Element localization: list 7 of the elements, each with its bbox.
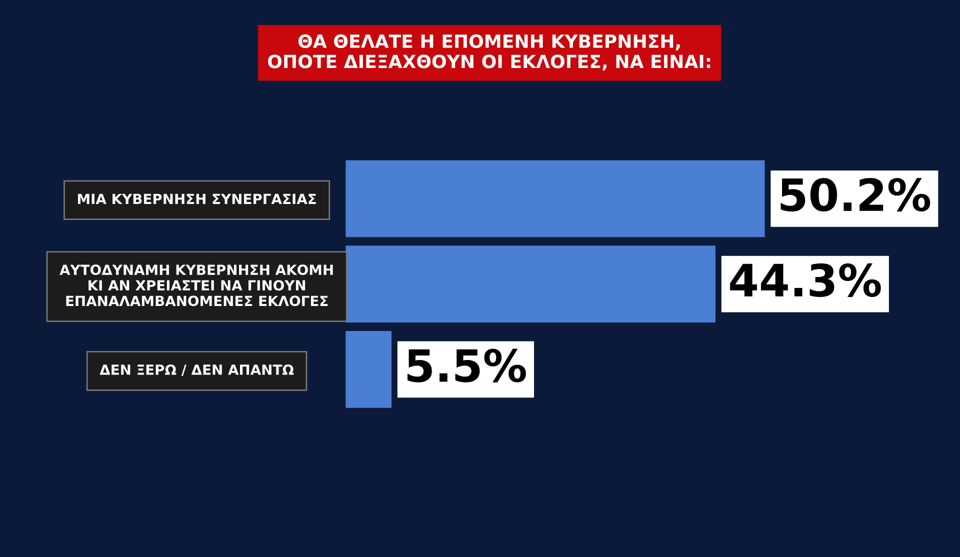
chart-title: ΘΑ ΘΕΛΑΤΕ Η ΕΠΟΜΕΝΗ ΚΥΒΕΡΝΗΣΗ, ΟΠΟΤΕ ΔΙΕΞΑΧΘΟΥΝ ΟΙ ΕΚΛΟΓΕΣ, ΝΑ ΕΙΝΑΙ: — [268, 34, 710, 71]
data-label: 50.2% — [780, 178, 930, 212]
y-tick-label: ΑΥΤΟΔΥΝΑΜΗ ΚΥΒΕΡΝΗΣΗ ΑΚΟΜΗ ΚΙ ΑΝ ΧΡΕΙΑΣΤΕΙ ΝΑ ΓΙΝΟΥΝ ΕΠΑΝΑΛΑΜΒΑΝΟΜΕΝΕΣ ΕΚΛΟΓΕΣ — [60, 264, 333, 306]
data-label: 5.5% — [408, 348, 526, 382]
data-label: 44.3% — [730, 263, 881, 297]
y-tick-label: ΜΙΑ ΚΥΒΕΡΝΗΣΗ ΣΥΝΕΡΓΑΣΙΑΣ — [78, 194, 316, 204]
y-tick-label: ΔΕΝ ΞΕΡΩ / ΔΕΝ ΑΠΑΝΤΩ — [100, 364, 294, 376]
